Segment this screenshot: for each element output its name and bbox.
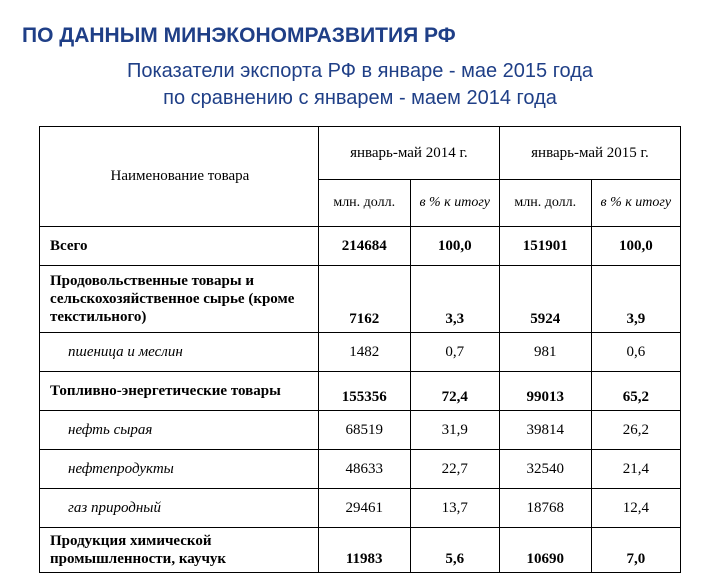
table-row: Топливно-энергетические товары15535672,4… <box>40 372 681 411</box>
row-label: нефть сырая <box>40 411 319 450</box>
row-v1: 29461 <box>318 489 410 528</box>
page: ПО ДАННЫМ МИНЭКОНОМРАЗВИТИЯ РФ Показател… <box>0 0 720 573</box>
row-v2: 5924 <box>499 266 591 333</box>
table-row: нефть сырая6851931,93981426,2 <box>40 411 681 450</box>
col-subheader-mln-1: млн. долл. <box>318 180 410 227</box>
subtitle-line2: по сравнению с январем - маем 2014 года <box>163 87 557 109</box>
col-header-period2: январь-май 2015 г. <box>499 127 680 180</box>
row-v1: 68519 <box>318 411 410 450</box>
row-p2: 100,0 <box>591 227 680 266</box>
table-head: Наименование товара январь-май 2014 г. я… <box>40 127 681 227</box>
row-v1: 155356 <box>318 372 410 411</box>
row-p2: 7,0 <box>591 528 680 573</box>
subtitle-line1: Показатели экспорта РФ в январе - мае 20… <box>127 60 593 82</box>
row-v1: 1482 <box>318 333 410 372</box>
row-p1: 22,7 <box>410 450 499 489</box>
col-subheader-mln-2: млн. долл. <box>499 180 591 227</box>
row-p1: 100,0 <box>410 227 499 266</box>
row-label: Топливно-энергетические товары <box>40 372 319 411</box>
row-p1: 13,7 <box>410 489 499 528</box>
table-row: Продовольственные товары и сельскохозяйс… <box>40 266 681 333</box>
row-v1: 11983 <box>318 528 410 573</box>
row-v2: 981 <box>499 333 591 372</box>
row-p1: 31,9 <box>410 411 499 450</box>
row-label: пшеница и меслин <box>40 333 319 372</box>
row-v2: 32540 <box>499 450 591 489</box>
row-p1: 5,6 <box>410 528 499 573</box>
row-v2: 151901 <box>499 227 591 266</box>
row-v1: 48633 <box>318 450 410 489</box>
page-subtitle: Показатели экспорта РФ в январе - мае 20… <box>22 58 698 112</box>
col-header-name: Наименование товара <box>40 127 319 227</box>
row-p2: 21,4 <box>591 450 680 489</box>
table-row: пшеница и меслин14820,79810,6 <box>40 333 681 372</box>
table-row: нефтепродукты4863322,73254021,4 <box>40 450 681 489</box>
table-row: газ природный2946113,71876812,4 <box>40 489 681 528</box>
col-subheader-pct-2: в % к итогу <box>591 180 680 227</box>
row-p2: 26,2 <box>591 411 680 450</box>
table-row: Продукция химической промышленности, кау… <box>40 528 681 573</box>
row-p1: 72,4 <box>410 372 499 411</box>
col-subheader-pct-1: в % к итогу <box>410 180 499 227</box>
table-row: Всего214684100,0151901100,0 <box>40 227 681 266</box>
row-p2: 65,2 <box>591 372 680 411</box>
table-body: Всего214684100,0151901100,0Продовольстве… <box>40 227 681 573</box>
row-p2: 3,9 <box>591 266 680 333</box>
row-p2: 0,6 <box>591 333 680 372</box>
row-v2: 10690 <box>499 528 591 573</box>
row-v2: 39814 <box>499 411 591 450</box>
row-label: Продовольственные товары и сельскохозяйс… <box>40 266 319 333</box>
row-v1: 214684 <box>318 227 410 266</box>
col-header-period1: январь-май 2014 г. <box>318 127 499 180</box>
row-v2: 18768 <box>499 489 591 528</box>
row-label: Всего <box>40 227 319 266</box>
row-label: нефтепродукты <box>40 450 319 489</box>
row-label: Продукция химической промышленности, кау… <box>40 528 319 573</box>
row-v2: 99013 <box>499 372 591 411</box>
row-v1: 7162 <box>318 266 410 333</box>
row-p1: 0,7 <box>410 333 499 372</box>
page-title: ПО ДАННЫМ МИНЭКОНОМРАЗВИТИЯ РФ <box>22 24 698 48</box>
row-p1: 3,3 <box>410 266 499 333</box>
row-label: газ природный <box>40 489 319 528</box>
row-p2: 12,4 <box>591 489 680 528</box>
export-table: Наименование товара январь-май 2014 г. я… <box>39 126 681 573</box>
